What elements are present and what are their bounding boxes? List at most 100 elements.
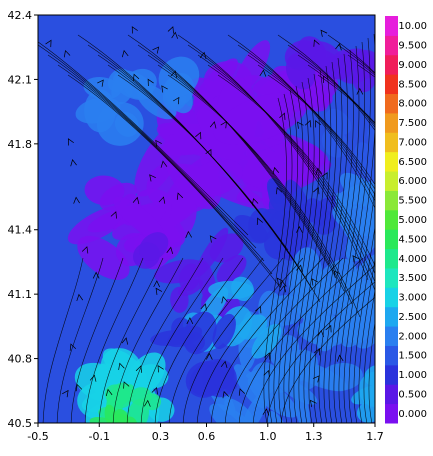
- streamline: [177, 34, 369, 281]
- contour-patch: [237, 314, 268, 340]
- colorbar-swatch-15: [385, 112, 398, 133]
- streamline: [293, 73, 320, 423]
- flow-arrow: [276, 277, 284, 285]
- flow-arrow: [62, 389, 69, 398]
- contour-patch: [213, 92, 308, 145]
- streamline: [287, 44, 375, 128]
- streamline: [328, 45, 360, 423]
- x-axis: -0.5 -0.1 0.3 0.6 1.0 1.3 1.7: [27, 423, 384, 443]
- flow-arrow: [275, 186, 283, 195]
- streamline: [197, 54, 375, 283]
- colorbar-label-19: 9.500: [398, 41, 427, 52]
- contour-patch: [84, 175, 125, 206]
- streamline: [318, 53, 349, 423]
- contour-patch: [209, 403, 260, 423]
- colorbar-swatch-12: [385, 171, 398, 191]
- flow-arrow: [97, 79, 104, 87]
- flow-arrow: [73, 196, 80, 204]
- colorbar-swatch-14: [385, 132, 398, 153]
- contour-patch: [268, 210, 301, 243]
- colorbar-label-0: 0.000: [398, 409, 427, 420]
- streamline: [307, 64, 375, 125]
- flow-arrow: [335, 42, 342, 51]
- flow-arrow: [272, 166, 280, 175]
- y-tick-label-0: 40.5: [8, 417, 33, 430]
- streamline: [297, 54, 375, 126]
- x-tick-label-1: -0.1: [89, 430, 110, 443]
- y-axis: 40.5 40.8 41.1 41.4 41.8 42.1 42.4: [8, 9, 38, 430]
- contour-patch: [196, 108, 266, 188]
- contour-patch: [264, 355, 297, 397]
- streamline: [277, 34, 375, 132]
- plot-area: [38, 15, 375, 423]
- y-tick-label-6: 42.4: [8, 9, 33, 22]
- streamline: [247, 54, 375, 196]
- streamline: [183, 257, 284, 423]
- colorbar-swatch-16: [385, 93, 398, 114]
- x-tick-label-6: 1.7: [366, 430, 384, 443]
- flow-arrow: [333, 270, 341, 278]
- colorbar-label-6: 3.000: [398, 293, 427, 304]
- flow-arrow: [105, 388, 113, 397]
- flow-arrow: [313, 39, 320, 47]
- y-tick-label-4: 41.8: [8, 138, 33, 151]
- flow-arrow: [118, 362, 125, 371]
- streamline: [273, 89, 298, 423]
- streamline: [283, 81, 309, 423]
- colorbar-swatch-6: [385, 287, 398, 308]
- flow-arrow: [280, 280, 287, 288]
- flow-arrow: [296, 264, 303, 272]
- flow-arrow: [185, 230, 192, 238]
- flow-arrow: [222, 390, 229, 399]
- streamline: [278, 85, 304, 423]
- flow-arrow: [255, 305, 262, 314]
- flow-arrow: [296, 225, 303, 233]
- streamline: [327, 34, 375, 74]
- contour-patch: [313, 210, 337, 235]
- contour-patch: [251, 323, 282, 359]
- contour-patch: [358, 189, 375, 225]
- flow-arrow: [264, 352, 271, 360]
- streamline: [333, 41, 365, 423]
- colorbar-label-14: 7.000: [398, 137, 427, 148]
- contour-patch: [170, 286, 189, 313]
- flow-arrow: [161, 85, 168, 93]
- streamline: [239, 257, 364, 423]
- streamline: [98, 257, 164, 423]
- contour-patch: [104, 404, 118, 423]
- contour-patch: [114, 111, 139, 137]
- contour-patch: [247, 376, 298, 418]
- colorbar-label-7: 3.500: [398, 273, 427, 284]
- colorbar-label-4: 2.000: [398, 331, 427, 342]
- colorbar-swatch-4: [385, 326, 398, 346]
- flow-arrow: [75, 383, 83, 392]
- streamline: [323, 49, 354, 423]
- colorbar-swatch-7: [385, 267, 398, 288]
- flow-arrow: [176, 192, 184, 200]
- streamline: [42, 257, 84, 423]
- flow-arrow: [279, 285, 287, 293]
- flow-arrow: [160, 160, 168, 168]
- colorbar-label-17: 8.500: [398, 79, 427, 90]
- colorbar-swatch-9: [385, 229, 398, 250]
- x-tick-label-3: 0.6: [198, 430, 216, 443]
- colorbar-swatch-8: [385, 248, 398, 269]
- streamline: [126, 257, 204, 423]
- flow-arrow: [221, 295, 228, 304]
- streamline: [263, 97, 287, 423]
- contour-patch: [102, 348, 147, 387]
- flow-arrow: [147, 78, 154, 87]
- flow-arrow: [259, 69, 267, 77]
- flow-arrow: [200, 303, 207, 311]
- contour-patch: [206, 369, 238, 391]
- streamline: [187, 44, 375, 292]
- colorbar-swatch-2: [385, 364, 398, 385]
- streamline: [237, 44, 375, 202]
- flow-arrow: [89, 374, 97, 382]
- streamline: [267, 281, 375, 423]
- streamline: [117, 74, 321, 303]
- flow-arrow: [170, 70, 177, 78]
- colorbar-label-12: 6.000: [398, 176, 427, 187]
- flow-arrow: [45, 39, 52, 48]
- flow-arrow: [135, 365, 143, 373]
